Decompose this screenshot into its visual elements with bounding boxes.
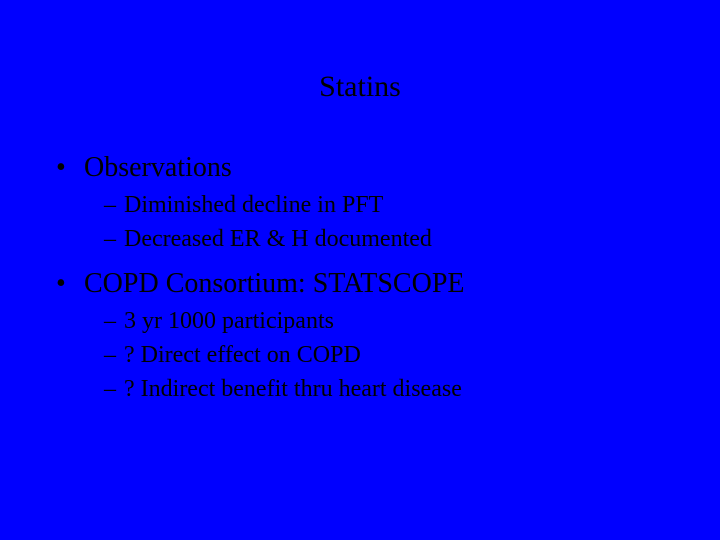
bullet-level2: Decreased ER & H documented [104,224,680,254]
sub-bullet-list: Diminished decline in PFT Decreased ER &… [84,190,680,254]
bullet-level2: ? Direct effect on COPD [104,340,680,370]
slide-title: Statins [0,70,720,104]
bullet-level1: COPD Consortium: STATSCOPE 3 yr 1000 par… [56,268,680,404]
bullet-text: ? Direct effect on COPD [124,342,361,368]
bullet-text: COPD Consortium: STATSCOPE [84,268,465,299]
bullet-text: ? Indirect benefit thru heart disease [124,376,462,402]
bullet-text: Decreased ER & H documented [124,226,432,252]
bullet-text: Diminished decline in PFT [124,192,383,218]
bullet-text: Observations [84,152,232,183]
bullet-text: 3 yr 1000 participants [124,308,334,334]
slide: Statins Observations Diminished decline … [0,0,720,540]
sub-bullet-list: 3 yr 1000 participants ? Direct effect o… [84,306,680,404]
bullet-level2: ? Indirect benefit thru heart disease [104,374,680,404]
bullet-level2: 3 yr 1000 participants [104,306,680,336]
slide-content: Observations Diminished decline in PFT D… [0,152,720,404]
bullet-level1: Observations Diminished decline in PFT D… [56,152,680,254]
bullet-level2: Diminished decline in PFT [104,190,680,220]
bullet-list: Observations Diminished decline in PFT D… [56,152,680,404]
